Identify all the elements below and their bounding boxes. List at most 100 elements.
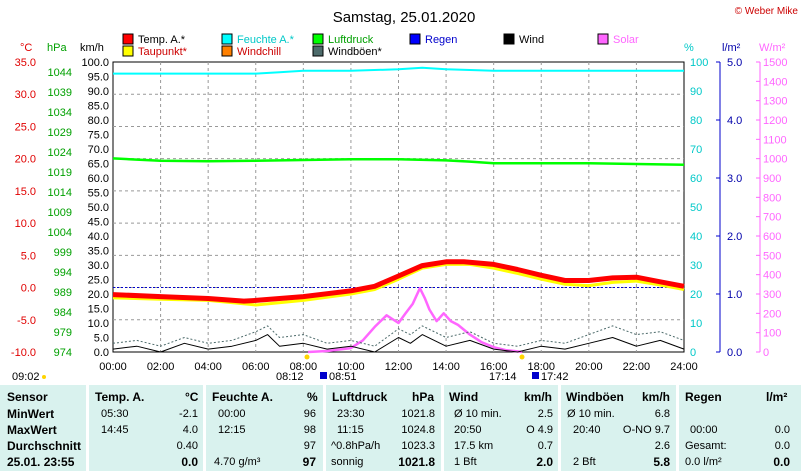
- solar-tick-label: 1500: [763, 57, 787, 69]
- wind-tick-label: 85.0: [88, 101, 109, 113]
- pressure-tick-label: 1029: [48, 127, 72, 139]
- series-line: [113, 66, 684, 75]
- header-pressure-unit: hPa: [412, 390, 435, 404]
- gust-r2-value: O-NO 9.7: [622, 424, 670, 436]
- chart-axes: 00:00 02:00 04:00 06:00 08:00 10:00 12:00 14:00…: [11, 42, 788, 383]
- header-humidity-unit: %: [307, 390, 318, 404]
- solar-tick-label: 600: [763, 231, 781, 243]
- series-line: [308, 286, 523, 354]
- humidity-tick-label: 30: [690, 260, 702, 272]
- wind-tick-label: 30.0: [88, 260, 109, 272]
- solar-tick-label: 700: [763, 212, 781, 224]
- x-tick-label: 12:00: [385, 361, 413, 373]
- solar-tick-label: 0: [763, 347, 769, 359]
- temp-max-time: 14:45: [101, 424, 129, 436]
- legend-swatch: [312, 45, 324, 57]
- pressure-avg-value: 1023.3: [401, 440, 435, 452]
- temp-current-value: 0.0: [181, 455, 198, 469]
- solar-tick-label: 500: [763, 250, 781, 262]
- rain-total-value: 0.0: [774, 440, 790, 452]
- x-tick-label: 24:00: [670, 361, 698, 373]
- solar-tick-label: 200: [763, 308, 781, 320]
- rain-tick-label: 1.0: [727, 289, 742, 301]
- series-line: [112, 325, 685, 347]
- current-time-marker: [42, 375, 46, 379]
- legend-label: Taupunkt*: [138, 46, 188, 58]
- rain-tick-label: 2.0: [727, 231, 742, 243]
- legend-label: Temp. A.*: [138, 34, 186, 46]
- pressure-max-time: 11:15: [337, 424, 364, 436]
- pressure-tick-label: 989: [54, 287, 72, 299]
- moonrise-time: 08:51: [329, 371, 357, 383]
- chart-series: [112, 66, 685, 354]
- wind-current-value: 2.0: [536, 455, 553, 469]
- solar-tick-label: 1100: [763, 134, 787, 146]
- copyright-text: © Weber Mike: [735, 6, 799, 17]
- wind-tick-label: 45.0: [88, 217, 109, 229]
- wind-tick-label: 10.0: [88, 318, 109, 330]
- current-time-label: 09:02: [12, 371, 40, 383]
- temp-max-value: 4.0: [182, 424, 198, 436]
- pressure-tick-label: 1044: [48, 67, 72, 79]
- wind-run-distance: 17.5 km: [454, 440, 494, 452]
- row-label-max: MaxWert: [7, 423, 57, 437]
- wind-tick-label: 20.0: [88, 289, 109, 301]
- pressure-min-value: 1021.8: [401, 408, 435, 420]
- pressure-max-value: 1024.8: [401, 424, 435, 436]
- temp-tick-label: 5.0: [21, 250, 36, 262]
- chart-title: Samstag, 25.01.2020: [333, 9, 476, 26]
- sunrise-time: 08:12: [276, 371, 304, 383]
- gust-avg-value: 2.6: [654, 440, 670, 452]
- absolute-humidity: 4.70 g/m³: [214, 456, 261, 468]
- rain-tick-label: 5.0: [727, 57, 742, 69]
- chart-legend: Temp. A.* Feuchte A.* Luftdruck Regen Wind So…: [122, 33, 639, 58]
- series-line: [112, 334, 685, 353]
- rain-r2-value: 0.0: [774, 424, 790, 436]
- humidity-tick-label: 40: [690, 231, 702, 243]
- temp-avg-value: 0.40: [176, 440, 198, 452]
- rain-tick-label: 0.0: [727, 347, 742, 359]
- wind-r2-value: O 4.9: [526, 424, 553, 436]
- row-label-now: 25.01. 23:55: [7, 455, 75, 469]
- rain-tick-label: 3.0: [727, 173, 742, 185]
- temp-tick-label: 35.0: [15, 57, 36, 69]
- sunset-time: 17:14: [489, 371, 517, 383]
- legend-label: Windböen*: [328, 46, 383, 58]
- legend-label: Feuchte A.*: [237, 34, 295, 46]
- x-tick-label: 14:00: [432, 361, 460, 373]
- humidity-tick-label: 50: [690, 202, 702, 214]
- series-line: [112, 157, 685, 167]
- legend-swatch: [312, 33, 324, 45]
- legend-swatch: [409, 33, 421, 45]
- wind-tick-label: 95.0: [88, 72, 109, 84]
- legend-swatch: [122, 33, 134, 45]
- wind-tick-label: 15.0: [88, 304, 109, 316]
- rain-r2-time: 00:00: [690, 424, 718, 436]
- humidity-tick-label: 100: [690, 57, 708, 69]
- wind-tick-label: 5.0: [94, 333, 109, 345]
- pressure-tick-label: 979: [54, 327, 72, 339]
- wind-tick-label: 80.0: [88, 115, 109, 127]
- legend-swatch: [221, 33, 233, 45]
- legend-label: Regen: [425, 34, 457, 46]
- pressure-current-value: 1021.8: [398, 455, 435, 469]
- temp-min-time: 05:30: [101, 408, 129, 420]
- wind-tick-label: 60.0: [88, 173, 109, 185]
- x-tick-label: 06:00: [242, 361, 270, 373]
- sunrise-icon: [304, 354, 310, 360]
- temp-tick-label: 30.0: [15, 89, 36, 101]
- solar-tick-label: 1200: [763, 115, 787, 127]
- wind-tick-label: 0.0: [94, 347, 109, 359]
- header-temp: Temp. A.: [95, 390, 145, 404]
- humidity-tick-label: 60: [690, 173, 702, 185]
- chart-grid: [112, 61, 685, 353]
- wind-r1-label: Ø 10 min.: [454, 408, 502, 420]
- x-tick-label: 10:00: [337, 361, 365, 373]
- x-tick-label: 22:00: [623, 361, 651, 373]
- pressure-tick-label: 1034: [48, 107, 72, 119]
- solar-tick-label: 900: [763, 173, 781, 185]
- humidity-unit-label: %: [684, 42, 694, 54]
- humidity-max-time: 12:15: [218, 424, 246, 436]
- solar-tick-label: 800: [763, 192, 781, 204]
- header-gust: Windböen: [566, 390, 624, 404]
